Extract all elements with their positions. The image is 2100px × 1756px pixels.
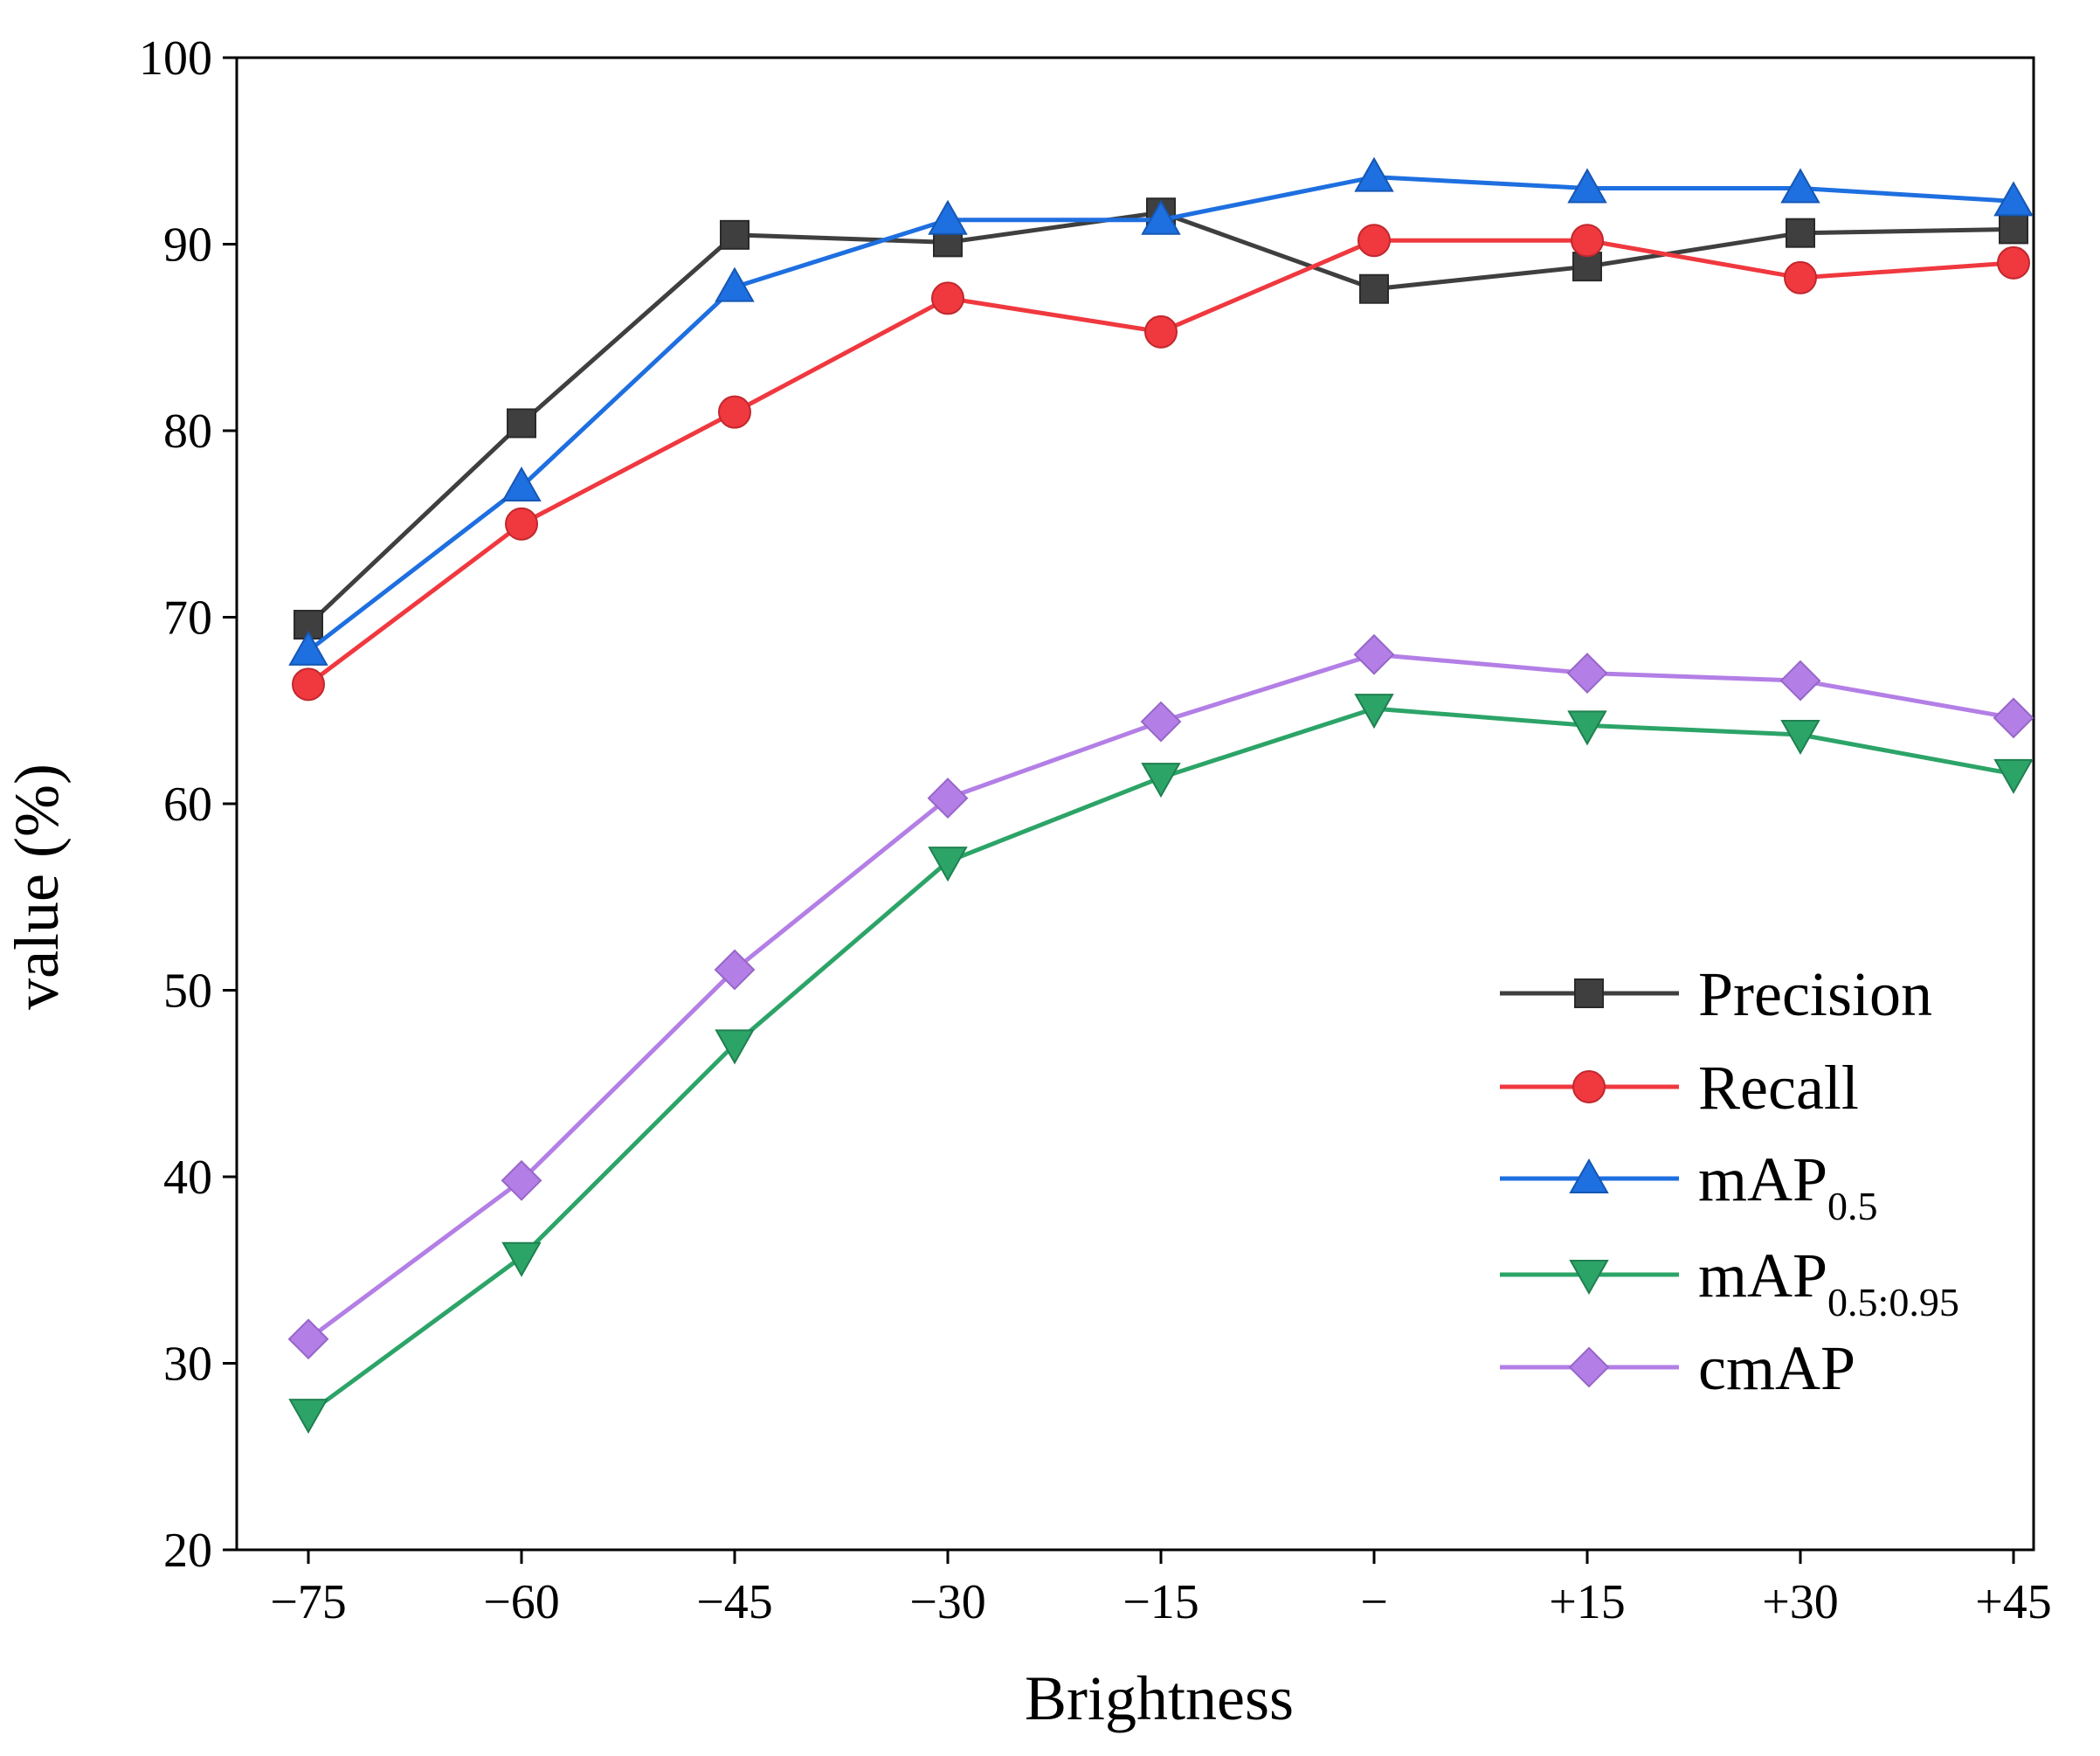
data-point-map0-5-0-95 — [1567, 710, 1607, 746]
legend-label: cmAP — [1698, 1333, 1855, 1403]
data-point-map0-5 — [1141, 199, 1181, 235]
series-cmap — [287, 633, 2034, 1360]
y-tick-label: 90 — [163, 218, 212, 273]
legend-marker-map0-5-0-95 — [1569, 1260, 1609, 1296]
data-point-map0-5 — [928, 199, 968, 235]
y-tick-label: 60 — [163, 778, 212, 832]
series-map0-5-0-95 — [288, 694, 2034, 1435]
series-line-recall — [307, 238, 2014, 687]
data-point-recall — [931, 281, 964, 315]
data-point-map0-5-0-95 — [715, 1029, 755, 1065]
data-point-recall — [1997, 245, 2030, 280]
series-precision — [294, 197, 2028, 640]
y-tick-label: 100 — [139, 31, 212, 86]
data-point-map0-5 — [1993, 181, 2034, 217]
y-tick-label: 20 — [163, 1524, 212, 1578]
legend-entry-cmap: cmAP — [1500, 1333, 1855, 1403]
data-point-precision — [720, 219, 750, 250]
data-point-cmap — [501, 1159, 542, 1201]
series-map0-5 — [288, 156, 2034, 666]
data-point-recall — [1144, 315, 1178, 349]
legend-marker-recall — [1572, 1070, 1606, 1103]
data-point-cmap — [714, 949, 756, 991]
x-tick-label: +45 — [1975, 1575, 2052, 1629]
data-point-map0-5 — [715, 266, 755, 302]
series-line-precision — [307, 210, 2014, 626]
data-point-recall — [1357, 224, 1391, 258]
legend: Precision Recall mAP0.5 mAP0.5:0.95 cmAP — [1500, 959, 1959, 1403]
y-tick-label: 50 — [163, 964, 212, 1019]
data-point-map0-5 — [1780, 168, 1820, 204]
data-point-cmap — [1353, 633, 1395, 675]
data-point-precision — [1786, 218, 1815, 248]
y-axis-title: value (%) — [2, 764, 72, 1010]
x-tick-label: − — [1360, 1575, 1388, 1629]
x-tick-label: +15 — [1549, 1575, 1626, 1629]
data-point-map0-5-0-95 — [1780, 720, 1820, 756]
x-tick-label: −45 — [696, 1575, 773, 1629]
y-tick-label: 70 — [163, 591, 212, 646]
data-point-map0-5-0-95 — [1354, 694, 1394, 729]
x-tick-label: −75 — [270, 1575, 347, 1629]
legend-label: Precision — [1698, 959, 1932, 1029]
data-point-cmap — [927, 778, 969, 819]
data-point-cmap — [1779, 660, 1821, 702]
data-point-recall — [1784, 260, 1817, 294]
data-point-map0-5-0-95 — [501, 1241, 542, 1277]
data-point-recall — [1571, 224, 1604, 258]
x-tick-label: +30 — [1762, 1575, 1839, 1629]
y-tick-label: 40 — [163, 1151, 212, 1205]
series-recall — [292, 224, 2030, 702]
data-point-map0-5-0-95 — [1141, 763, 1181, 798]
data-point-precision — [1359, 273, 1389, 304]
data-point-recall — [718, 395, 751, 429]
x-tick-label: −30 — [909, 1575, 986, 1629]
data-point-map0-5-0-95 — [928, 847, 968, 882]
data-point-map0-5 — [1354, 156, 1394, 192]
legend-entry-map0-5-0-95: mAP0.5:0.95 — [1500, 1241, 1959, 1324]
data-point-precision — [507, 408, 536, 439]
legend-label: mAP0.5:0.95 — [1698, 1241, 1959, 1324]
x-axis-title: Brightness — [1025, 1663, 1294, 1733]
series-line-map0-5 — [307, 175, 2014, 653]
legend-label: mAP0.5 — [1698, 1144, 1878, 1228]
legend-entry-map0-5: mAP0.5 — [1500, 1144, 1878, 1228]
legend-marker-cmap — [1568, 1346, 1610, 1388]
plot-frame — [235, 56, 2035, 1552]
legend-entry-recall: Recall — [1500, 1053, 1859, 1123]
data-point-map0-5 — [288, 630, 328, 666]
data-point-recall — [292, 667, 325, 702]
legend-label: Recall — [1698, 1053, 1859, 1123]
x-tick-label: −60 — [483, 1575, 560, 1629]
data-point-map0-5-0-95 — [288, 1399, 328, 1435]
legend-marker-map0-5 — [1569, 1158, 1609, 1193]
y-tick-label: 30 — [163, 1338, 212, 1392]
data-point-cmap — [1566, 653, 1608, 694]
data-point-recall — [505, 507, 538, 541]
data-point-precision — [1999, 214, 2028, 245]
data-point-precision — [1572, 252, 1602, 282]
data-point-map0-5 — [501, 467, 542, 502]
data-point-map0-5 — [1567, 168, 1607, 204]
data-point-cmap — [1140, 701, 1182, 743]
x-tick-label: −15 — [1123, 1575, 1199, 1629]
data-point-map0-5-0-95 — [1993, 758, 2034, 794]
data-point-cmap — [1993, 697, 2034, 739]
legend-entry-precision: Precision — [1500, 959, 1932, 1029]
y-tick-label: 80 — [163, 404, 212, 459]
data-point-cmap — [287, 1318, 329, 1360]
legend-marker-precision — [1574, 978, 1604, 1008]
